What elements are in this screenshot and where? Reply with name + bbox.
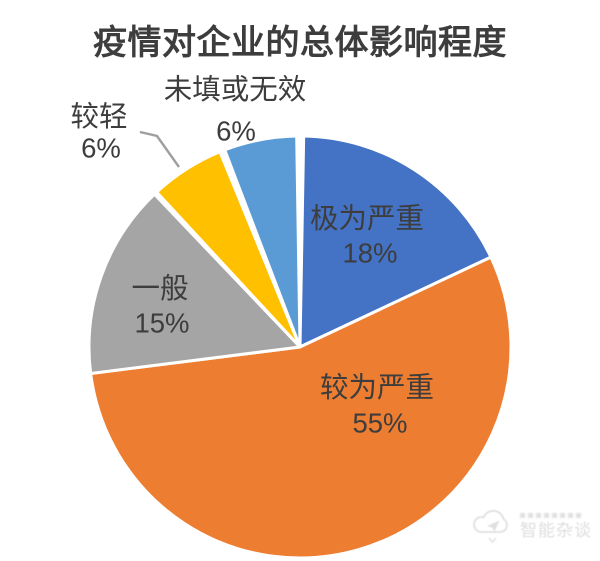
- watermark-text-block: 智能杂谈: [520, 513, 592, 539]
- slice-value-4: 6%: [81, 133, 121, 164]
- cloud-logo-icon: [473, 510, 508, 544]
- chart-title: 疫情对企业的总体影响程度: [93, 24, 507, 62]
- watermark: 智能杂谈: [470, 505, 592, 547]
- watermark-text: 智能杂谈: [520, 521, 592, 540]
- slice-label-4: 较轻: [70, 101, 127, 133]
- slice-label-3: 一般: [131, 273, 188, 305]
- watermark-small-text: [520, 513, 584, 518]
- pie-slice-4: [155, 150, 302, 349]
- slice-label-5: 未填或无效: [164, 74, 307, 106]
- pie-slice-2: [89, 255, 513, 560]
- slice-label-1: 极为严重: [310, 203, 424, 235]
- slice-value-5: 6%: [216, 116, 256, 147]
- slice-value-2: 55%: [352, 408, 407, 439]
- pie-slice-3: [87, 192, 302, 375]
- slice-value-3: 15%: [134, 308, 189, 339]
- pie-slice-1: [298, 134, 493, 349]
- pie-slice-5: [223, 134, 302, 349]
- leader-line: [139, 130, 180, 168]
- slice-label-2: 较为严重: [320, 372, 434, 404]
- slice-value-1: 18%: [342, 238, 397, 269]
